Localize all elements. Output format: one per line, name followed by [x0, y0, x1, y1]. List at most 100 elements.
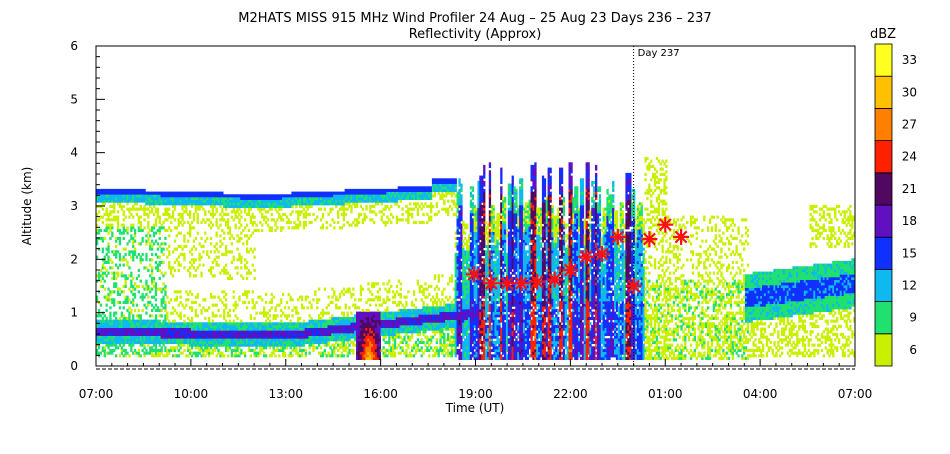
reflectivity-cell	[505, 306, 509, 336]
reflectivity-cell	[166, 247, 169, 251]
reflectivity-cell	[346, 332, 349, 342]
reflectivity-cell	[424, 322, 427, 326]
reflectivity-cell	[522, 228, 526, 232]
reflectivity-cell	[579, 268, 583, 272]
reflectivity-cell	[496, 274, 499, 278]
reflectivity-cell	[414, 322, 418, 326]
reflectivity-cell	[483, 188, 486, 192]
reflectivity-cell	[113, 319, 116, 328]
reflectivity-cell	[541, 306, 545, 312]
reflectivity-cell	[456, 268, 459, 278]
reflectivity-cell	[135, 351, 139, 355]
reflectivity-cell	[509, 327, 512, 334]
reflectivity-cell	[151, 191, 154, 195]
reflectivity-cell	[407, 186, 410, 192]
reflectivity-cell	[485, 348, 488, 360]
reflectivity-cell	[494, 274, 497, 278]
reflectivity-cell	[560, 314, 564, 323]
reflectivity-cell	[541, 290, 545, 299]
reflectivity-cell	[458, 276, 461, 283]
reflectivity-cell	[473, 215, 476, 232]
reflectivity-cell	[422, 212, 425, 216]
reflectivity-cell	[225, 268, 228, 275]
reflectivity-cell	[338, 343, 342, 350]
reflectivity-cell	[282, 218, 285, 222]
reflectivity-cell	[133, 282, 137, 286]
reflectivity-cell	[215, 330, 218, 334]
reflectivity-cell	[464, 231, 467, 235]
reflectivity-cell	[513, 204, 516, 211]
reflectivity-cell	[562, 234, 566, 240]
reflectivity-cell	[399, 330, 402, 334]
reflectivity-cell	[507, 207, 511, 211]
reflectivity-cell	[164, 287, 167, 291]
reflectivity-cell	[304, 354, 307, 358]
reflectivity-cell	[192, 239, 196, 243]
reflectivity-cell	[401, 316, 404, 326]
reflectivity-cell	[113, 298, 116, 307]
reflectivity-cell	[280, 308, 283, 312]
reflectivity-cell	[156, 332, 159, 336]
reflectivity-cell	[572, 348, 575, 358]
reflectivity-cell	[357, 335, 361, 339]
reflectivity-cell	[543, 252, 547, 256]
reflectivity-cell	[486, 250, 490, 254]
reflectivity-cell	[325, 226, 328, 230]
reflectivity-cell	[384, 220, 387, 227]
reflectivity-cell	[181, 332, 184, 339]
reflectivity-cell	[430, 284, 433, 288]
reflectivity-cell	[466, 348, 469, 358]
reflectivity-cell	[536, 332, 539, 339]
reflectivity-cell	[253, 354, 256, 358]
reflectivity-cell	[507, 215, 511, 219]
reflectivity-cell	[152, 231, 156, 238]
reflectivity-cell	[116, 271, 120, 278]
reflectivity-cell	[198, 343, 201, 347]
reflectivity-cell	[162, 295, 165, 304]
reflectivity-cell	[280, 314, 283, 318]
reflectivity-cell	[115, 276, 118, 280]
reflectivity-cell	[135, 314, 139, 318]
reflectivity-cell	[359, 284, 363, 296]
reflectivity-cell	[264, 194, 268, 200]
reflectivity-cell	[424, 343, 427, 347]
reflectivity-cell	[285, 340, 289, 347]
reflectivity-cell	[549, 215, 552, 219]
reflectivity-cell	[466, 279, 469, 283]
reflectivity-cell	[369, 335, 372, 342]
reflectivity-cell	[513, 244, 516, 251]
reflectivity-cell	[208, 218, 211, 222]
reflectivity-cell	[183, 220, 186, 224]
reflectivity-cell	[390, 316, 393, 320]
reflectivity-cell	[532, 354, 535, 358]
reflectivity-cell	[581, 300, 585, 304]
reflectivity-cell	[447, 188, 450, 192]
reflectivity-cell	[312, 324, 315, 328]
reflectivity-cell	[483, 231, 486, 235]
reflectivity-cell	[365, 215, 368, 219]
reflectivity-cell	[143, 330, 146, 334]
reflectivity-cell	[576, 340, 579, 344]
reflectivity-cell	[378, 338, 381, 342]
reflectivity-cell	[133, 234, 137, 238]
reflectivity-cell	[543, 223, 547, 230]
reflectivity-cell	[276, 322, 279, 326]
reflectivity-cell	[204, 354, 207, 358]
reflectivity-cell	[344, 199, 347, 203]
reflectivity-cell	[200, 308, 203, 315]
reflectivity-cell	[500, 327, 503, 342]
reflectivity-cell	[200, 338, 203, 344]
reflectivity-cell	[405, 308, 408, 312]
reflectivity-cell	[122, 354, 125, 358]
reflectivity-cell	[443, 354, 446, 358]
reflectivity-cell	[137, 215, 140, 224]
reflectivity-cell	[143, 266, 146, 270]
reflectivity-cell	[103, 228, 106, 232]
reflectivity-cell	[471, 346, 474, 350]
reflectivity-cell	[120, 346, 123, 350]
reflectivity-cell	[276, 346, 279, 352]
reflectivity-cell	[354, 298, 357, 302]
reflectivity-cell	[481, 292, 484, 299]
reflectivity-cell	[411, 330, 414, 334]
reflectivity-cell	[431, 354, 435, 358]
